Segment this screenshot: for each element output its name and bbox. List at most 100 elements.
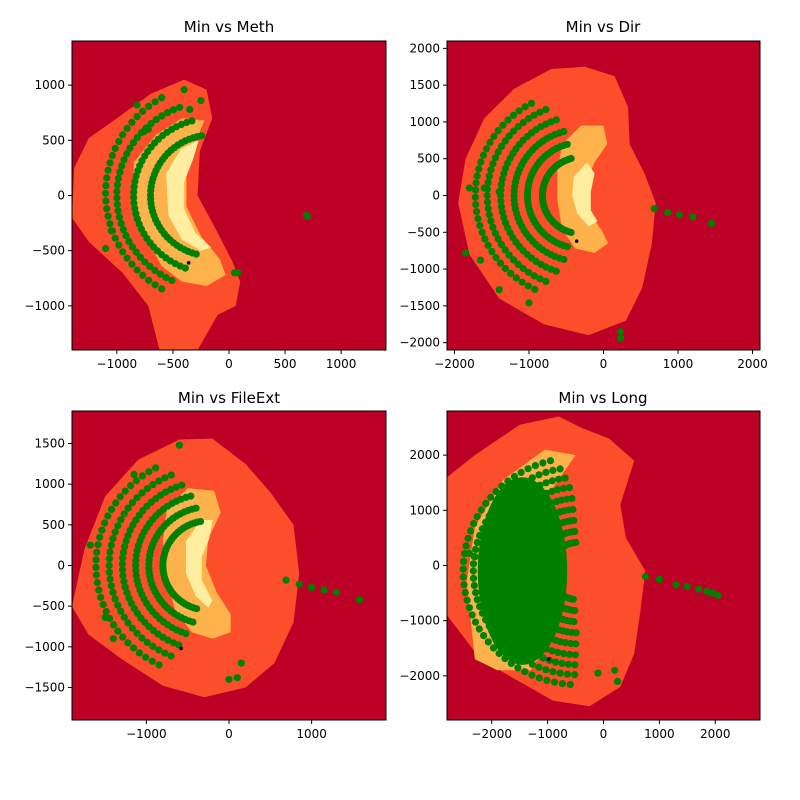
data-point — [594, 669, 602, 677]
data-point — [572, 629, 580, 637]
data-point — [470, 520, 478, 528]
data-point — [119, 548, 127, 557]
data-point — [560, 255, 568, 264]
marker-point — [186, 261, 191, 265]
data-point — [101, 613, 109, 622]
y-tick-label: −1000 — [399, 262, 440, 276]
y-tick-label: 0 — [432, 559, 440, 573]
data-point — [102, 197, 110, 205]
data-point — [492, 254, 500, 262]
data-point — [572, 640, 580, 648]
data-point — [542, 277, 550, 285]
data-point — [144, 125, 152, 133]
data-point — [128, 260, 136, 268]
data-point — [507, 659, 515, 668]
data-point — [490, 132, 498, 140]
data-point — [487, 217, 495, 225]
data-point — [493, 519, 501, 527]
data-point — [459, 573, 467, 581]
data-point — [131, 177, 139, 185]
data-point — [145, 468, 153, 476]
data-point — [118, 566, 127, 574]
data-point — [128, 624, 136, 632]
data-point — [487, 493, 495, 501]
data-point — [491, 550, 499, 558]
data-point — [158, 94, 166, 102]
data-point — [121, 487, 129, 495]
data-point — [92, 563, 100, 572]
data-point — [535, 674, 543, 682]
data-point — [473, 596, 481, 604]
data-point — [539, 654, 547, 662]
data-point — [109, 535, 117, 543]
data-point — [105, 555, 113, 563]
data-point — [530, 111, 538, 119]
data-point — [570, 618, 578, 626]
data-point — [514, 495, 522, 503]
data-point — [460, 557, 468, 566]
data-point — [708, 589, 717, 597]
data-point — [509, 499, 517, 507]
y-tick-label: −500 — [407, 225, 440, 239]
data-point — [110, 621, 118, 629]
data-point — [237, 659, 245, 667]
data-point — [549, 466, 557, 474]
x-tick-label: −1000 — [97, 357, 138, 371]
data-point — [531, 462, 540, 470]
data-point — [320, 586, 328, 594]
x-tick-label: 0 — [225, 727, 233, 741]
data-point — [147, 119, 155, 128]
data-point — [542, 468, 550, 476]
data-point — [499, 121, 507, 129]
data-point — [117, 607, 125, 615]
plot-area — [72, 41, 386, 350]
data-point — [498, 623, 506, 631]
data-point — [500, 508, 508, 517]
subplot-title: Min vs Meth — [184, 18, 274, 36]
data-point — [114, 522, 122, 530]
data-point — [127, 482, 135, 490]
data-point — [565, 650, 574, 659]
data-point — [282, 576, 290, 584]
data-point — [152, 115, 160, 124]
data-point — [558, 659, 566, 668]
data-point — [519, 118, 527, 127]
y-tick-label: 1000 — [409, 115, 440, 129]
data-point — [501, 655, 509, 663]
data-point — [113, 200, 121, 208]
subplot-min-vs-fileext: Min vs FileExt −1000 0 1000 −1500 −1000 −500 0… — [24, 389, 387, 741]
data-point — [123, 589, 131, 597]
data-point — [475, 625, 483, 633]
data-point — [476, 602, 484, 611]
data-point — [708, 219, 716, 228]
data-point — [103, 205, 111, 213]
region-level3 — [572, 162, 598, 227]
data-point — [176, 103, 184, 111]
data-point — [462, 542, 470, 550]
data-point — [464, 534, 472, 542]
data-point — [142, 653, 150, 661]
data-point — [516, 481, 524, 489]
data-point — [494, 500, 502, 508]
data-point — [116, 493, 124, 501]
y-tick-label: 0 — [57, 559, 65, 573]
data-point — [524, 465, 532, 473]
data-point — [509, 111, 517, 119]
data-point — [132, 248, 140, 256]
data-point — [530, 272, 538, 280]
data-point — [514, 260, 522, 268]
data-point — [509, 256, 518, 264]
data-point — [462, 249, 470, 257]
data-point — [480, 575, 488, 583]
data-point — [117, 219, 125, 228]
data-point — [122, 537, 130, 545]
data-point — [95, 586, 103, 594]
data-point — [126, 526, 134, 534]
subplot-title: Min vs FileExt — [178, 389, 280, 407]
data-point — [308, 583, 316, 592]
data-point — [469, 567, 477, 575]
data-point — [489, 644, 498, 652]
data-point — [489, 506, 497, 514]
data-point — [468, 611, 476, 619]
